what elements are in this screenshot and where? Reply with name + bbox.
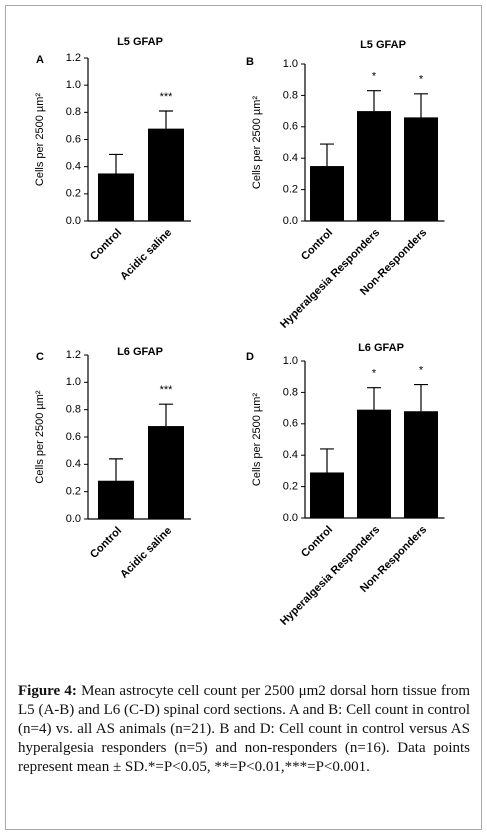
error-bar [109, 153, 123, 174]
y-tick-label: 0.2 [283, 481, 298, 493]
caption-text: Mean astrocyte cell count per 2500 μm2 d… [18, 683, 471, 775]
y-axis-label: Cells per 2500 µm² [34, 93, 46, 186]
frame [5, 5, 482, 830]
y-tick-label: 1.0 [283, 355, 298, 367]
y-tick-label: 0.2 [66, 188, 81, 200]
error-bar [414, 383, 428, 412]
x-tick-label: Control [299, 227, 335, 263]
y-tick-label: 1.0 [66, 79, 81, 91]
significance: * [372, 71, 377, 83]
error-bar [414, 93, 428, 118]
bar [357, 111, 391, 221]
chart-title: L6 GFAP [358, 342, 404, 354]
y-tick-label: 0.8 [66, 106, 81, 118]
bar [148, 128, 184, 221]
error-bar [367, 387, 381, 410]
panel-label: B [246, 56, 254, 68]
significance: *** [160, 91, 174, 103]
y-tick-label: 1.0 [283, 58, 298, 70]
error-bar [159, 110, 173, 129]
x-tick-label: Control [299, 524, 335, 560]
y-tick-label: 1.2 [66, 349, 81, 361]
y-tick-label: 0.8 [66, 404, 81, 416]
y-axis-label: Cells per 2500 µm² [251, 96, 263, 189]
x-tick-label: Control [88, 227, 124, 263]
significance: * [372, 368, 377, 380]
y-tick-label: 0.0 [283, 512, 298, 524]
x-tick-label: Acidic saline [118, 525, 174, 581]
y-tick-label: 0.0 [283, 215, 298, 227]
chart-title: L5 GFAP [360, 39, 406, 51]
y-tick-label: 0.8 [283, 89, 298, 101]
x-tick-label: Acidic saline [118, 227, 174, 283]
x-tick-label: Hyperalgesia Responders [278, 227, 382, 331]
significance: * [419, 364, 424, 376]
error-bar [159, 403, 173, 427]
y-tick-label: 0.8 [283, 386, 298, 398]
x-tick-label: Control [88, 525, 124, 561]
bar [148, 426, 184, 519]
bar [404, 117, 438, 221]
panel-label: C [36, 351, 44, 363]
y-tick-label: 0.6 [66, 431, 81, 443]
x-tick-label: Hyperalgesia Responders [278, 524, 382, 628]
panel-label: A [36, 54, 44, 66]
significance: * [419, 74, 424, 86]
y-axis-label: Cells per 2500 µm² [34, 390, 46, 483]
chart-title: L5 GFAP [117, 36, 163, 48]
caption: Figure 4: Mean astrocyte cell count per … [18, 682, 470, 777]
bar [310, 166, 344, 221]
y-tick-label: 0.6 [283, 418, 298, 430]
y-tick-label: 0.2 [283, 184, 298, 196]
bar [98, 480, 134, 519]
bar [98, 173, 134, 221]
y-tick-label: 0.0 [66, 513, 81, 525]
chart-title: L6 GFAP [117, 346, 163, 358]
panel-label: D [246, 351, 254, 363]
y-tick-label: 0.2 [66, 486, 81, 498]
y-tick-label: 0.6 [66, 133, 81, 145]
bar [357, 409, 391, 518]
y-tick-label: 1.0 [66, 376, 81, 388]
significance: *** [160, 384, 174, 396]
bar [310, 472, 344, 518]
y-tick-label: 0.4 [283, 152, 298, 164]
y-tick-label: 0.6 [283, 121, 298, 133]
error-bar [320, 143, 334, 167]
error-bar [320, 448, 334, 473]
error-bar [109, 458, 123, 481]
caption-label: Figure 4: [18, 683, 77, 699]
y-tick-label: 0.4 [66, 458, 81, 470]
y-tick-label: 0.4 [283, 449, 298, 461]
error-bar [367, 90, 381, 112]
y-tick-label: 0.4 [66, 161, 81, 173]
y-tick-label: 0.0 [66, 215, 81, 227]
y-axis-label: Cells per 2500 µm² [251, 393, 263, 486]
y-tick-label: 1.2 [66, 52, 81, 64]
bar [404, 411, 438, 518]
